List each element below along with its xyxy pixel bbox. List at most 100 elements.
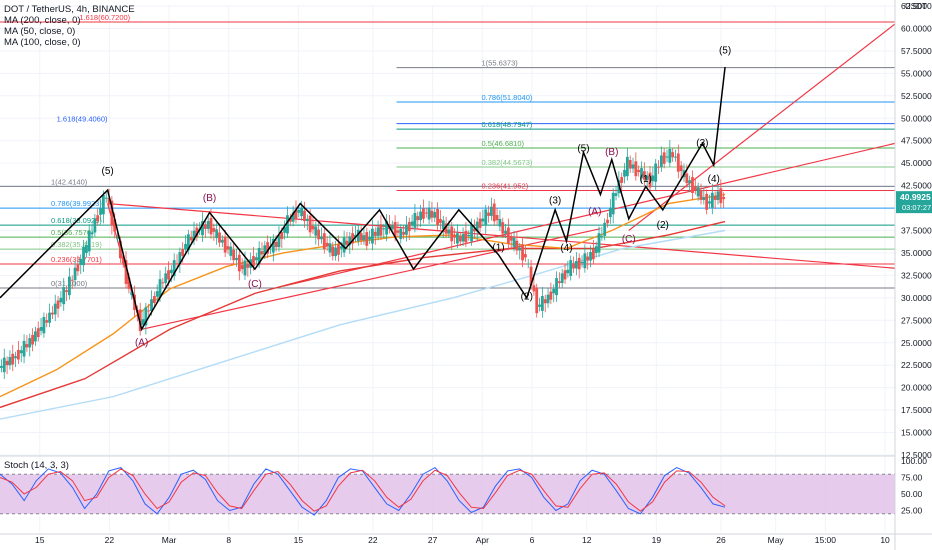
candle-body [65, 290, 68, 293]
price-tick-label: 60.0000 [901, 23, 932, 33]
time-tick-label: 26 [716, 535, 726, 545]
fib-level-label: 1.618(49.4060) [57, 115, 108, 124]
candle-body [45, 320, 49, 323]
candle-body [498, 219, 502, 227]
candle-body [246, 263, 250, 268]
wave-label: (3) [696, 138, 708, 149]
candle-body [665, 156, 669, 158]
candle-body [138, 309, 142, 332]
candle-body [286, 215, 289, 234]
candle-body [710, 192, 714, 208]
candle-body [481, 218, 485, 222]
price-tick-label: 47.5000 [901, 136, 932, 146]
candle-body [583, 253, 587, 269]
candle-body [490, 206, 493, 216]
candle-body [79, 258, 83, 265]
candle-body [662, 152, 666, 164]
candle-body [611, 192, 615, 215]
fib-level-label: 1.618(60.7200) [79, 13, 130, 22]
fib-level-label: 0.5(36.7570) [51, 228, 94, 237]
candle-body [34, 331, 37, 342]
price-tick-label: 42.5000 [901, 181, 932, 191]
candle-body [427, 207, 431, 220]
candle-body [699, 190, 703, 200]
candle-body [345, 240, 349, 245]
candle-body [161, 282, 165, 284]
candle-body [192, 230, 196, 241]
candle-body [705, 193, 709, 210]
candle-body [719, 188, 723, 204]
candle-body [540, 296, 544, 311]
candle-body [317, 229, 321, 240]
candle-body [464, 230, 468, 243]
fib-level-label: 0.236(41.952) [481, 182, 528, 191]
fib-level-label: 0.5(46.6810) [481, 139, 524, 148]
candle-body [569, 260, 573, 277]
candle-body [212, 228, 216, 232]
time-tick-label: 27 [428, 535, 438, 545]
candle-body [283, 227, 287, 233]
candle-body [325, 242, 329, 247]
indicator-ma50[interactable]: MA (50, close, 0) [4, 26, 76, 37]
candle-body [640, 168, 643, 179]
candle-body [620, 177, 624, 183]
symbol-title[interactable]: DOT / TetherUS, 4h, BINANCE [4, 4, 135, 15]
candle-body [334, 247, 338, 257]
candle-body [141, 319, 145, 325]
candle-body [557, 281, 561, 284]
price-tick-label: 25.0000 [901, 338, 932, 348]
candle-body [506, 227, 510, 244]
price-series [0, 140, 726, 379]
candle-body [76, 264, 80, 272]
candle-body [603, 222, 607, 236]
candle-body [294, 209, 298, 220]
indicator-ma200[interactable]: MA (200, close, 0) [4, 15, 81, 26]
candle-body [305, 218, 309, 222]
candle-body [419, 211, 422, 221]
candle-body [90, 232, 94, 235]
candle-body [572, 263, 575, 269]
price-tick-label: 45.0000 [901, 158, 932, 168]
candle-body [563, 270, 567, 280]
candle-body [271, 238, 275, 253]
candle-body [659, 155, 663, 168]
stoch-legend[interactable]: Stoch (14, 3, 3) [4, 460, 69, 471]
fib-level-label: 0.786(39.9923) [51, 199, 102, 208]
stoch-band [0, 474, 895, 514]
candle-body [385, 220, 389, 235]
candle-body [645, 175, 649, 180]
wave-label: (5) [102, 166, 114, 177]
wave-path [0, 66, 726, 332]
candle-body [623, 169, 626, 177]
candle-body [495, 215, 499, 221]
candle-body [688, 180, 692, 184]
candle-body [186, 234, 190, 251]
time-tick-label: 19 [652, 535, 662, 545]
candle-body [113, 219, 117, 232]
candle-body [574, 261, 578, 269]
stoch-tick-label: 75.00 [901, 473, 923, 483]
indicator-ma100[interactable]: MA (100, close, 0) [4, 37, 81, 48]
wave-label: (A) [135, 337, 148, 348]
wave-label: (B) [605, 147, 618, 158]
candle-body [475, 221, 479, 232]
time-tick-label: Apr [476, 535, 489, 545]
candle-body [337, 244, 340, 255]
price-tick-label: 20.0000 [901, 383, 932, 393]
candle-body [405, 225, 408, 235]
candle-body [121, 258, 125, 264]
candle-body [679, 165, 683, 172]
candle-body [410, 221, 414, 225]
candle-body [473, 228, 476, 232]
candle-body [594, 246, 598, 253]
candle-body [48, 312, 51, 323]
fib-level-label: 1(42.4140) [51, 177, 88, 186]
last-price-value: 40.9925 [900, 192, 931, 202]
candle-body [399, 228, 403, 240]
candle-body [87, 230, 91, 252]
candle-body [606, 219, 609, 224]
ma100-line [0, 220, 726, 409]
candle-body [648, 172, 652, 188]
price-tick-label: 50.0000 [901, 113, 932, 123]
